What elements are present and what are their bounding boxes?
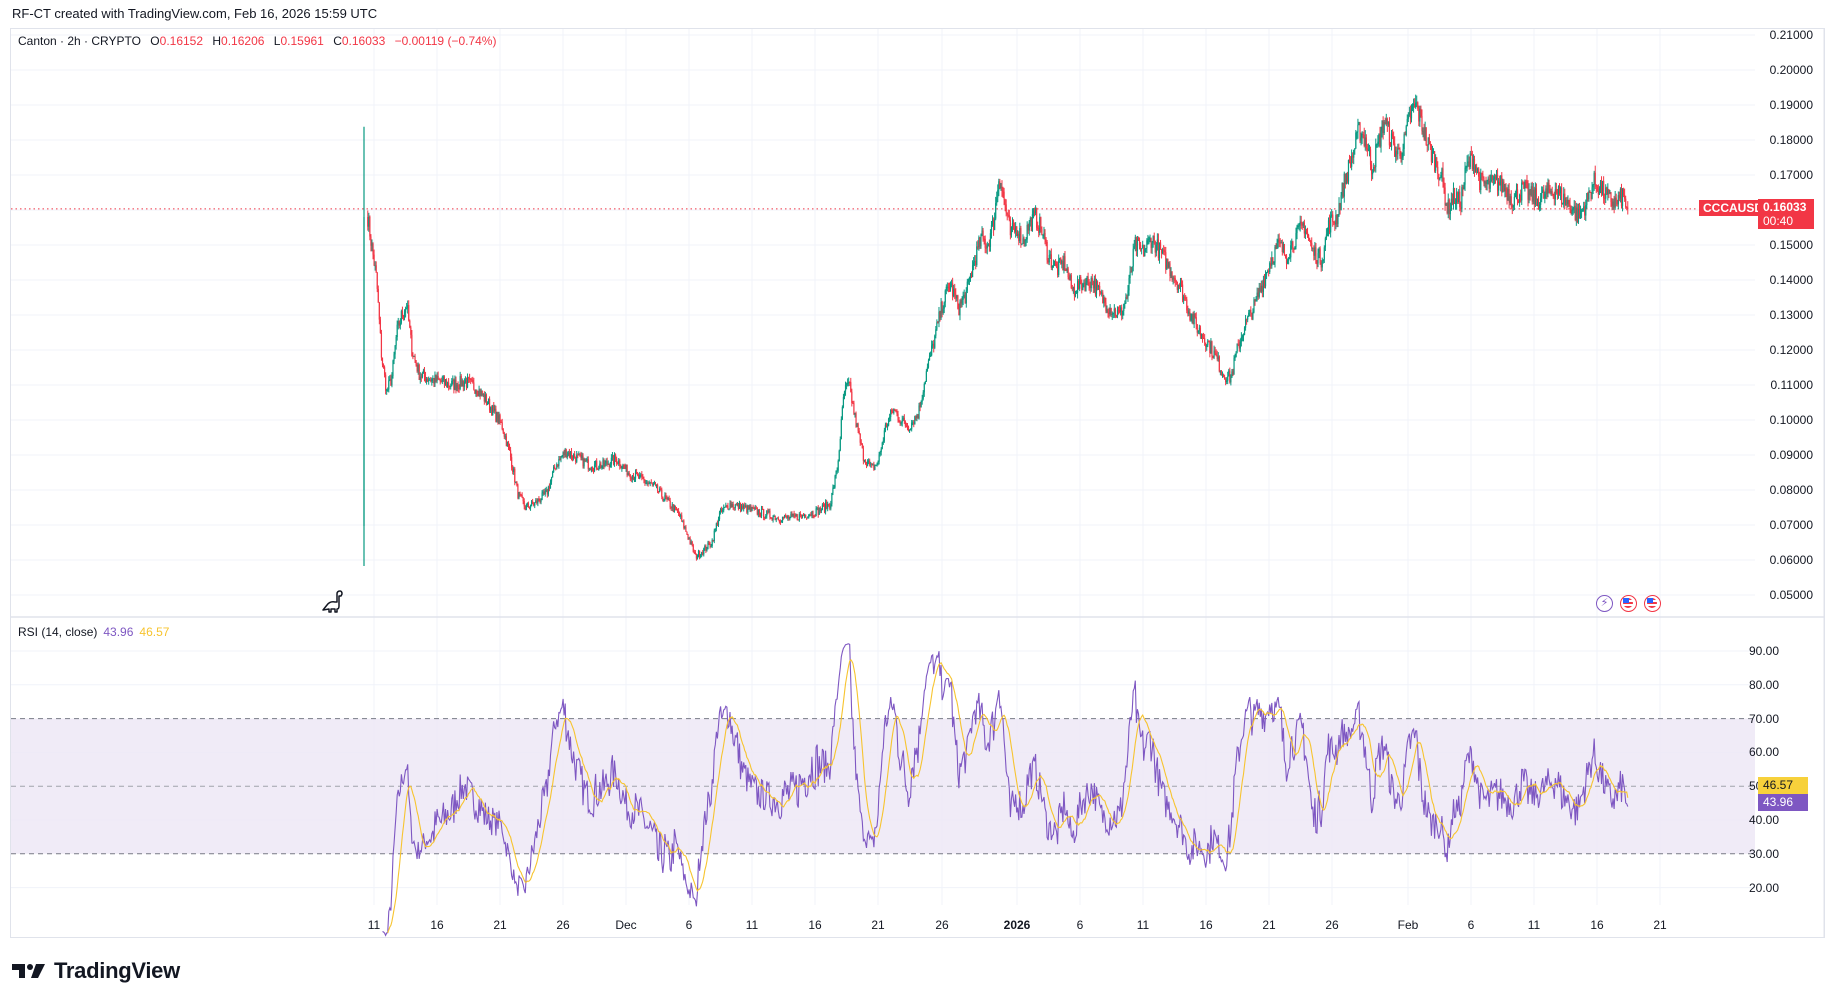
us-flag-event-icon[interactable] (1620, 595, 1637, 612)
bar-countdown: 00:40 (1763, 214, 1794, 228)
price-axis-label: 0.06000 (1769, 553, 1813, 567)
open-label: O (150, 34, 160, 48)
price-legend: Canton · 2h · CRYPTO O0.16152 H0.16206 L… (18, 34, 496, 48)
rsi-axis-label: 90.00 (1748, 644, 1779, 658)
rsi-ma-tag: 46.57 (1758, 777, 1808, 794)
time-axis-label: 11 (1136, 918, 1150, 932)
low-label: L (273, 34, 281, 48)
rsi-value-tag: 43.96 (1758, 794, 1808, 811)
time-axis-label: 26 (556, 918, 570, 932)
symbol-price-tag: CCCAUSD (1699, 200, 1767, 216)
high-value: 0.16206 (221, 34, 265, 48)
rsi-legend: RSI (14, close) 43.96 46.57 (18, 625, 169, 639)
rsi-title[interactable]: RSI (14, close) (18, 625, 98, 639)
price-axis-label: 0.21000 (1769, 28, 1813, 42)
tradingview-logo-icon (12, 964, 45, 978)
time-axis-label: 16 (808, 918, 822, 932)
rsi-axis-label: 20.00 (1748, 880, 1779, 895)
low-value: 0.15961 (280, 34, 324, 48)
time-axis-label: 11 (1527, 918, 1541, 932)
brand-name: TradingView (54, 958, 180, 983)
time-axis-label: Dec (615, 918, 637, 932)
time-axis-label: 26 (935, 918, 949, 932)
time-axis-label: 21 (1653, 918, 1667, 932)
time-axis-label: 6 (685, 918, 693, 932)
time-axis-label: 11 (367, 918, 381, 932)
rsi-axis-label: 60.00 (1748, 745, 1779, 760)
dinosaur-icon[interactable] (320, 588, 346, 614)
us-flag-event-icon[interactable] (1644, 595, 1661, 612)
time-axis-label: 21 (1262, 918, 1276, 932)
time-axis-label: 21 (871, 918, 885, 932)
high-label: H (212, 34, 222, 48)
price-axis-label: 0.12000 (1769, 343, 1813, 357)
price-axis-label: 0.18000 (1769, 133, 1813, 147)
price-axis-label: 0.05000 (1769, 588, 1813, 602)
rsi-axis-label: 30.00 (1748, 846, 1779, 861)
price-axis-label: 0.19000 (1769, 98, 1813, 112)
chart-caption: RF-CT created with TradingView.com, Feb … (12, 6, 378, 21)
time-axis-label: 21 (493, 918, 507, 932)
tradingview-logo[interactable]: TradingView (12, 958, 180, 984)
rsi-ma-legend-value: 46.57 (139, 625, 170, 639)
time-axis-label: 6 (1467, 918, 1475, 932)
time-axis-label: 16 (1199, 918, 1213, 932)
price-axis-label: 0.20000 (1769, 63, 1813, 77)
last-price: 0.16033 (1763, 200, 1807, 214)
price-axis-label: 0.09000 (1769, 448, 1813, 462)
close-label: C (333, 34, 342, 48)
time-axis-label: 6 (1076, 918, 1084, 932)
rsi-axis-label: 40.00 (1748, 813, 1779, 827)
price-axis-label: 0.14000 (1769, 273, 1813, 287)
price-axis-label: 0.08000 (1769, 483, 1813, 497)
open-value: 0.16152 (159, 34, 204, 48)
time-axis-label: Feb (1397, 918, 1419, 932)
price-axis-label: 0.10000 (1769, 413, 1813, 427)
rsi-axis-label: 70.00 (1748, 711, 1779, 726)
price-axis-label: 0.15000 (1769, 238, 1813, 252)
close-value: 0.16033 (341, 34, 386, 48)
rsi-axis-label: 80.00 (1748, 677, 1779, 692)
price-axis-label: 0.13000 (1769, 308, 1813, 322)
time-axis-label: 16 (1590, 918, 1604, 932)
time-axis-label: 2026 (1003, 918, 1031, 932)
symbol-info[interactable]: Canton · 2h · CRYPTO (18, 34, 141, 48)
change-value: −0.00119 (−0.74%) (394, 34, 497, 48)
last-price-tag: 0.16033 00:40 (1758, 199, 1814, 229)
rsi-legend-value: 43.96 (103, 625, 134, 639)
time-axis-label: 16 (430, 918, 444, 932)
time-axis-label: 11 (745, 918, 759, 932)
time-axis-label: 26 (1325, 918, 1339, 932)
price-axis-label: 0.07000 (1769, 518, 1813, 532)
lightning-event-icon[interactable]: ⚡ (1596, 595, 1613, 612)
price-axis-label: 0.17000 (1769, 168, 1813, 182)
price-axis-label: 0.11000 (1770, 378, 1814, 392)
